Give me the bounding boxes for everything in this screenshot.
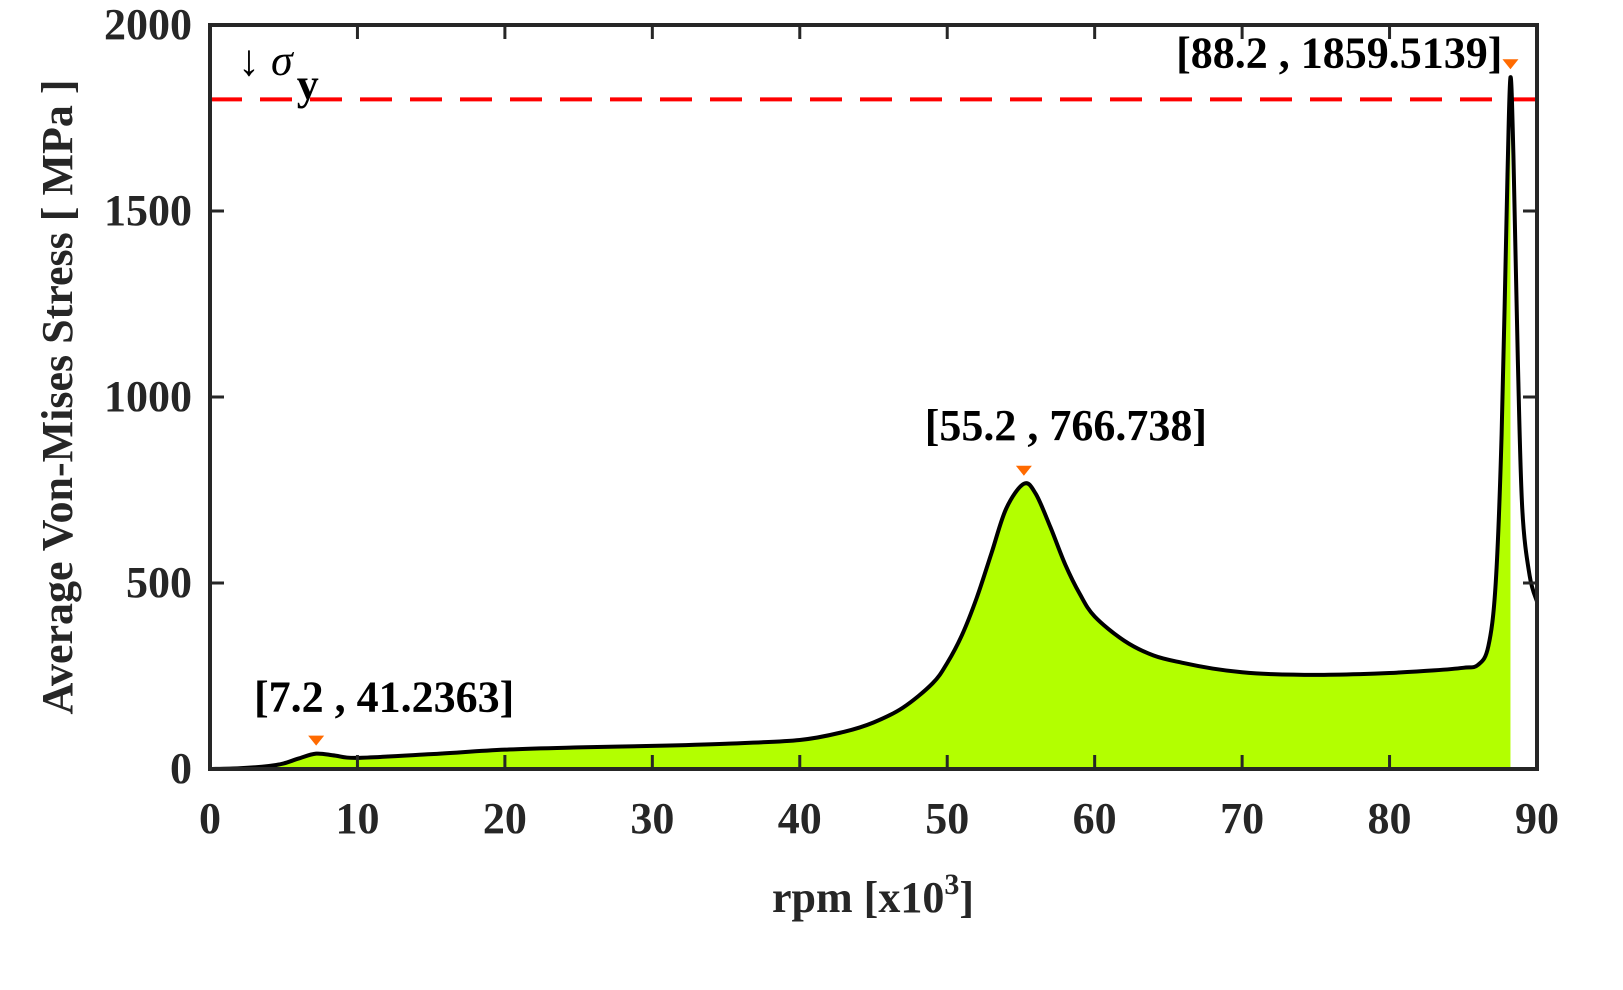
x-tick-label: 20	[483, 794, 527, 843]
y-tick-label: 1500	[104, 186, 192, 235]
x-tick-label: 70	[1220, 794, 1264, 843]
yield-stress-line: ↓ σy	[210, 36, 1537, 109]
peak-annotation-label: [7.2 , 41.2363]	[254, 673, 514, 722]
peak-annotations: [7.2 , 41.2363] [55.2 , 766.738] [88.2 , 1…	[254, 28, 1519, 746]
area-fill	[210, 77, 1511, 770]
x-tick-label: 10	[335, 794, 379, 843]
x-tick-label: 40	[778, 794, 822, 843]
x-tick-label: 0	[199, 794, 221, 843]
x-axis-label: rpm [x103]	[772, 868, 974, 922]
axis-ticks: 0 10 20 30 40 50 60 70 80 90 0 500 1000 1500 2000	[104, 0, 1559, 843]
stress-area-fill	[210, 77, 1511, 770]
x-tick-label: 30	[630, 794, 674, 843]
curve-line	[209, 75, 1539, 771]
peak-annotation-label: [88.2 , 1859.5139]	[1176, 28, 1502, 77]
peak-marker-icon	[1502, 59, 1519, 70]
y-tick-label: 2000	[104, 0, 192, 49]
y-tick-label: 500	[126, 558, 192, 607]
yield-label: ↓ σy	[238, 36, 319, 109]
x-tick-label: 80	[1368, 794, 1412, 843]
peak-annotation-label: [55.2 , 766.738]	[925, 401, 1207, 450]
y-tick-label: 1000	[104, 372, 192, 421]
x-tick-label: 50	[925, 794, 969, 843]
x-tick-label: 60	[1073, 794, 1117, 843]
stress-curve	[209, 75, 1539, 771]
peak-marker-icon	[308, 735, 325, 746]
y-tick-label: 0	[170, 744, 192, 793]
x-tick-label: 90	[1515, 794, 1559, 843]
axis-labels: rpm [x103] Average Von-Mises Stress [ MP…	[33, 79, 974, 922]
y-axis-label: Average Von-Mises Stress [ MPa ]	[33, 79, 82, 714]
peak-marker-icon	[1015, 465, 1032, 476]
plot-axes	[208, 23, 1539, 771]
